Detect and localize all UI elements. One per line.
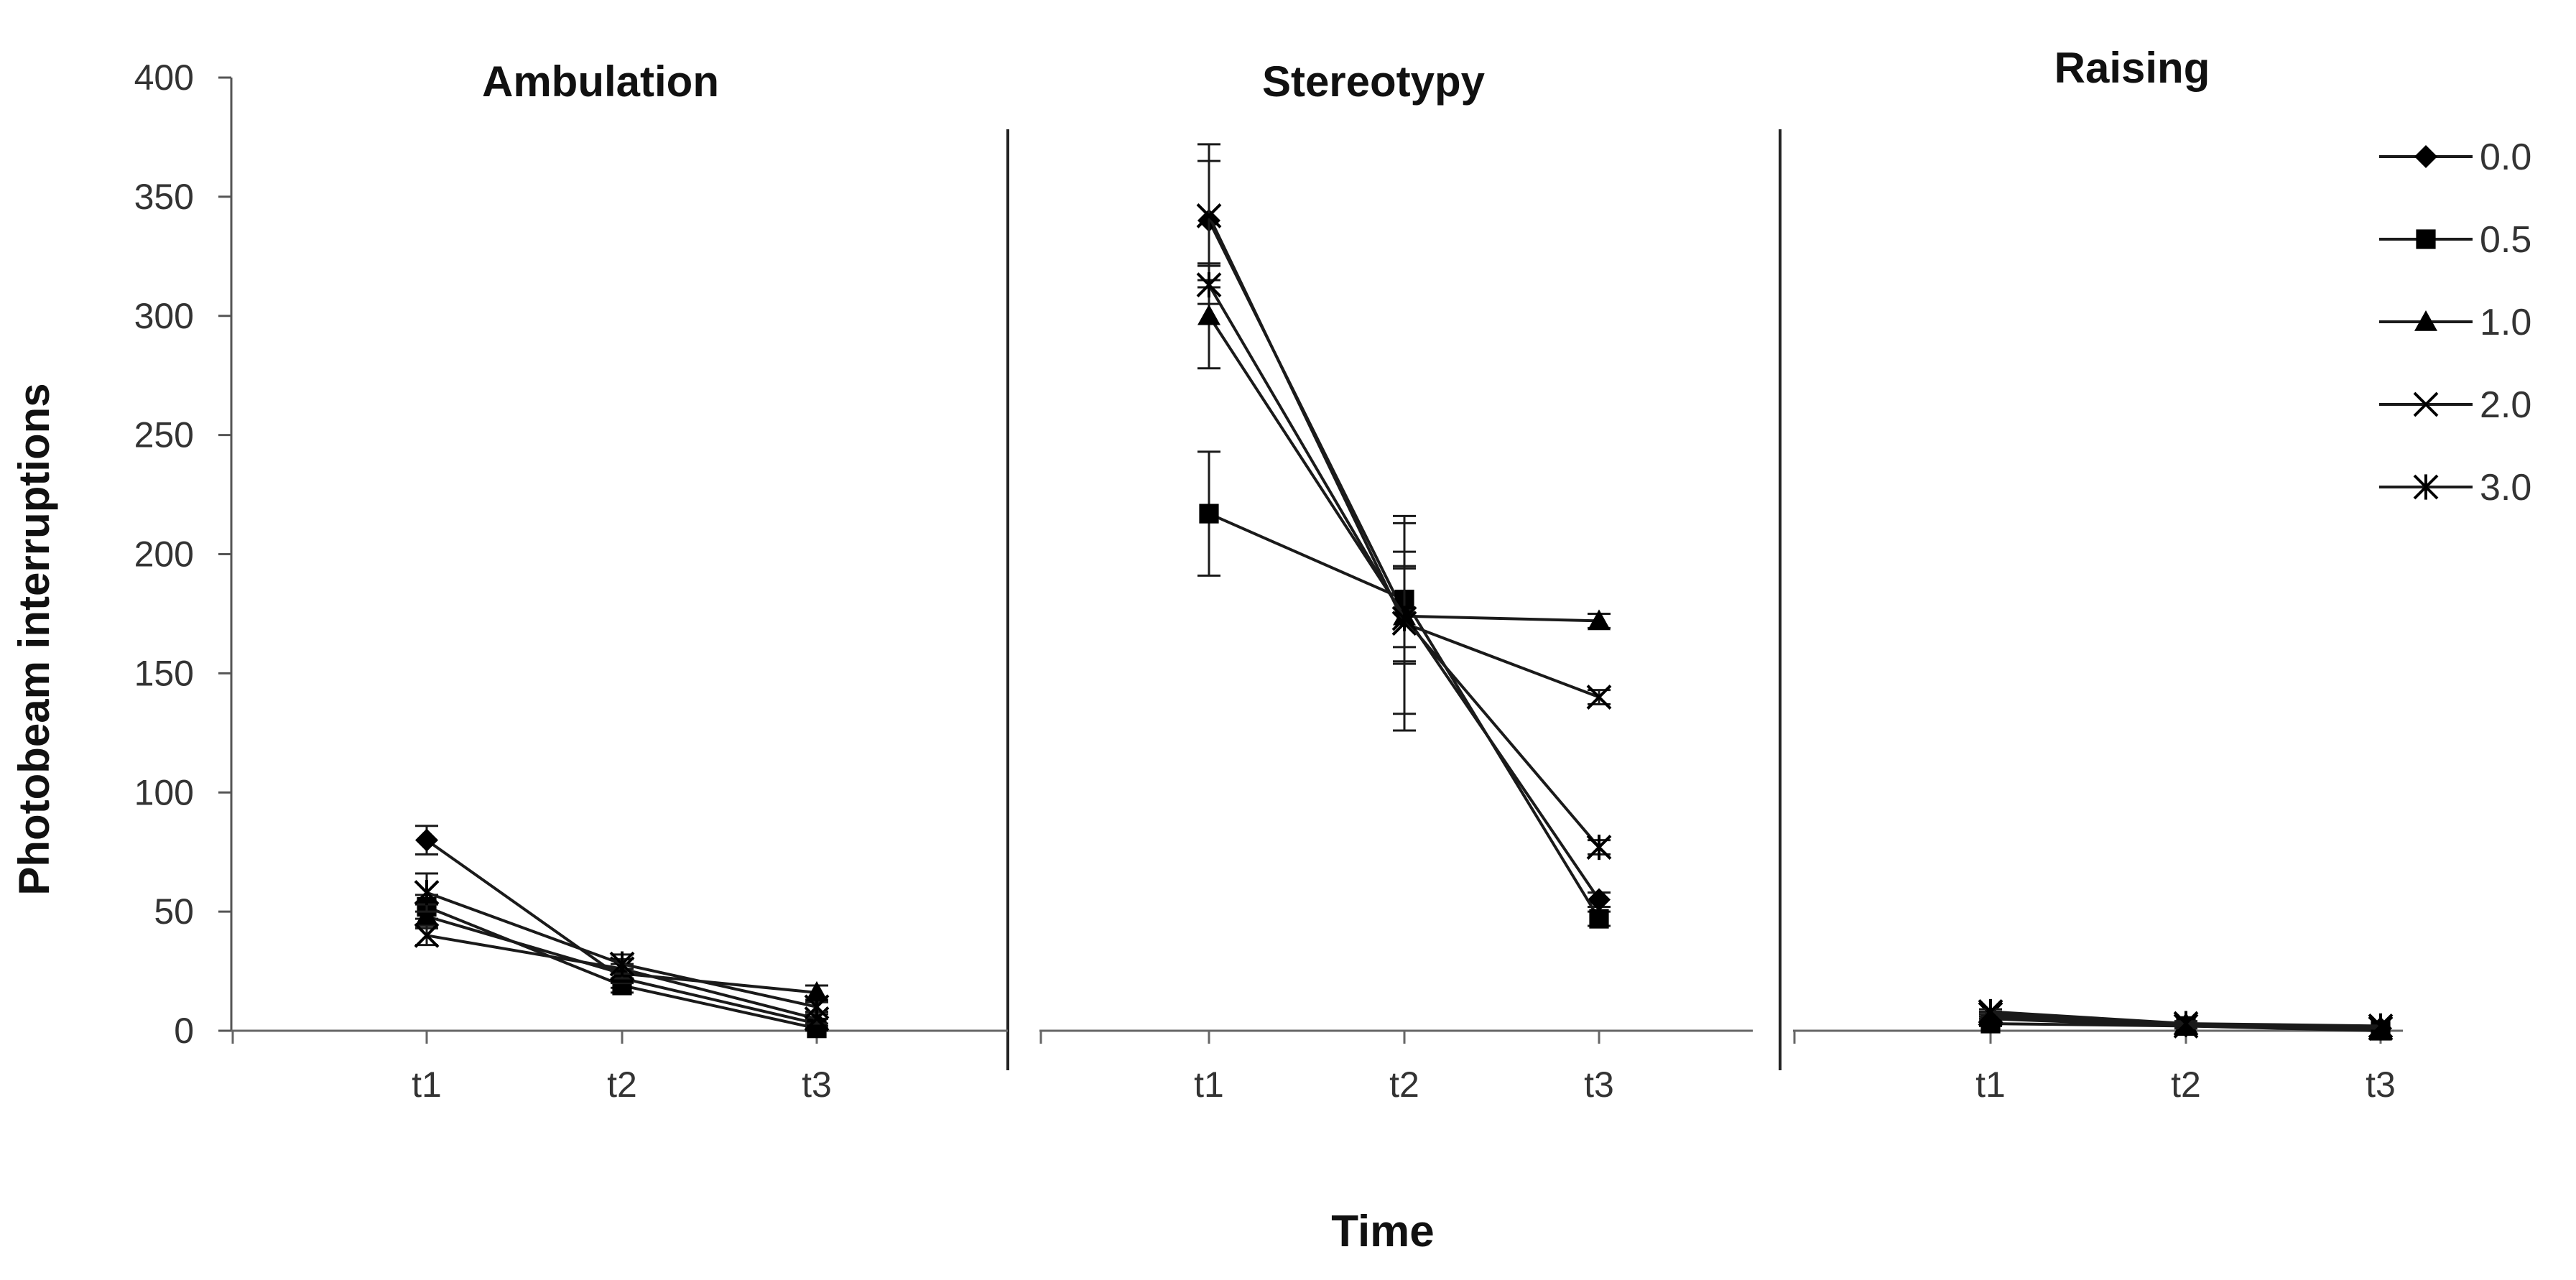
series-3.0 [1196,264,1612,861]
x-tick-label: t3 [802,1065,832,1105]
x-tick-label: t1 [1194,1065,1224,1105]
legend-label: 3.0 [2480,467,2531,509]
panel-title: Raising [2054,44,2210,92]
y-axis: 0 50 100 150 200 250 300 350 400 [134,57,233,1051]
y-tick-label: 350 [134,177,194,217]
legend-label: 1.0 [2480,302,2531,343]
data-point [1588,888,1611,912]
data-point [1586,685,1612,710]
data-point [805,980,828,1002]
data-point [1588,609,1611,631]
x-tick-label: t2 [2171,1065,2201,1105]
legend-item: 0.0 [2379,136,2531,178]
panel-title: Stereotypy [1262,57,1486,106]
x-tick-label: t3 [1584,1065,1614,1105]
y-tick-label: 150 [134,653,194,693]
x-tick-label: t1 [1975,1065,2006,1105]
legend-label: 0.5 [2480,219,2531,261]
y-tick-label: 400 [134,57,194,98]
data-point [1196,272,1222,298]
x-tick-label: t2 [1389,1065,1419,1105]
series-2.0 [414,922,830,1031]
panel-raising: Raising t1 t2 t3 [1793,44,2403,1105]
data-point [1586,834,1612,861]
x-cross-icon [2413,391,2439,417]
y-tick-label: 0 [174,1011,194,1051]
panel-ambulation: Ambulation t1 t2 t3 [231,57,1008,1105]
x-tick-label: t2 [607,1065,637,1105]
data-point [804,994,830,1020]
x-tick-label: t3 [2366,1065,2396,1105]
x-tick-label: t1 [412,1065,442,1105]
data-point [414,879,440,906]
panel-stereotypy: Stereotypy t1 t2 t3 [1039,57,1753,1105]
series-3.0 [414,872,830,1020]
x-axis-title: Time [1331,1207,1435,1256]
data-point [1196,203,1222,228]
data-point [1589,909,1609,929]
data-point [2173,1011,2199,1036]
panel-title: Ambulation [482,57,719,106]
data-point [1978,998,2003,1025]
legend-item: 2.0 [2379,384,2531,426]
square-icon [2416,229,2436,249]
data-point [1197,304,1220,325]
diamond-icon [2414,145,2437,168]
y-tick-label: 50 [154,891,194,932]
legend-label: 0.0 [2480,136,2531,178]
legend-item: 3.0 [2379,467,2531,509]
data-point [414,922,440,948]
legend: 0.0 0.5 1.0 2.0 3.0 [2379,136,2531,509]
series-0.5 [415,894,828,1039]
y-axis-title: Photobeam interruptions [10,383,58,895]
legend-label: 2.0 [2480,384,2531,426]
chart-panels: Ambulation t1 t2 t3 Stereotypy t1 t2 t3 Raising t… [231,44,2403,1105]
y-tick-label: 100 [134,772,194,812]
legend-item: 1.0 [2379,302,2531,343]
legend-item: 0.5 [2379,219,2531,261]
y-tick-label: 250 [134,415,194,455]
data-point [415,828,438,852]
data-point [609,951,635,977]
series-3.0 [1978,998,2394,1039]
data-point [415,904,438,926]
y-tick-label: 200 [134,534,194,575]
triangle-icon [2414,310,2437,331]
y-tick-label: 300 [134,296,194,336]
data-point [1391,606,1417,631]
data-point [1199,504,1219,524]
asterisk-icon [2413,474,2439,500]
data-point [2368,1013,2394,1039]
